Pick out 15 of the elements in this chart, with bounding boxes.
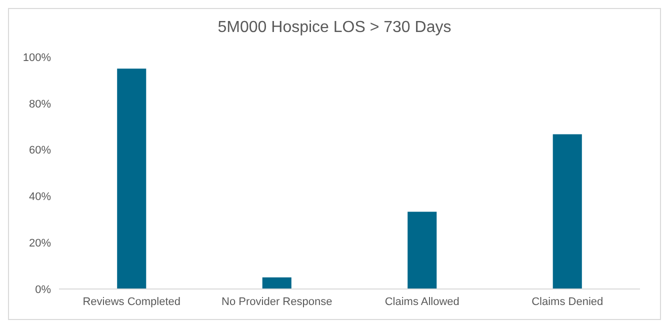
x-tick-label: No Provider Response xyxy=(222,296,332,308)
chart-title: 5M000 Hospice LOS > 730 Days xyxy=(216,18,452,38)
x-tick-label: Claims Allowed xyxy=(384,296,460,308)
bar xyxy=(117,68,146,289)
bar xyxy=(552,134,582,289)
y-tick-label: 0% xyxy=(35,284,52,296)
y-tick-label: 80% xyxy=(28,98,52,110)
y-tick-label: 40% xyxy=(28,191,52,204)
y-tick-label: 100% xyxy=(22,52,52,64)
x-tick-label: Claims Denied xyxy=(532,296,604,308)
bar xyxy=(262,277,292,289)
x-tick-label: Reviews Completed xyxy=(82,296,181,308)
y-tick-label: 60% xyxy=(28,144,52,157)
y-tick-label: 20% xyxy=(28,238,52,250)
bar xyxy=(408,212,437,289)
